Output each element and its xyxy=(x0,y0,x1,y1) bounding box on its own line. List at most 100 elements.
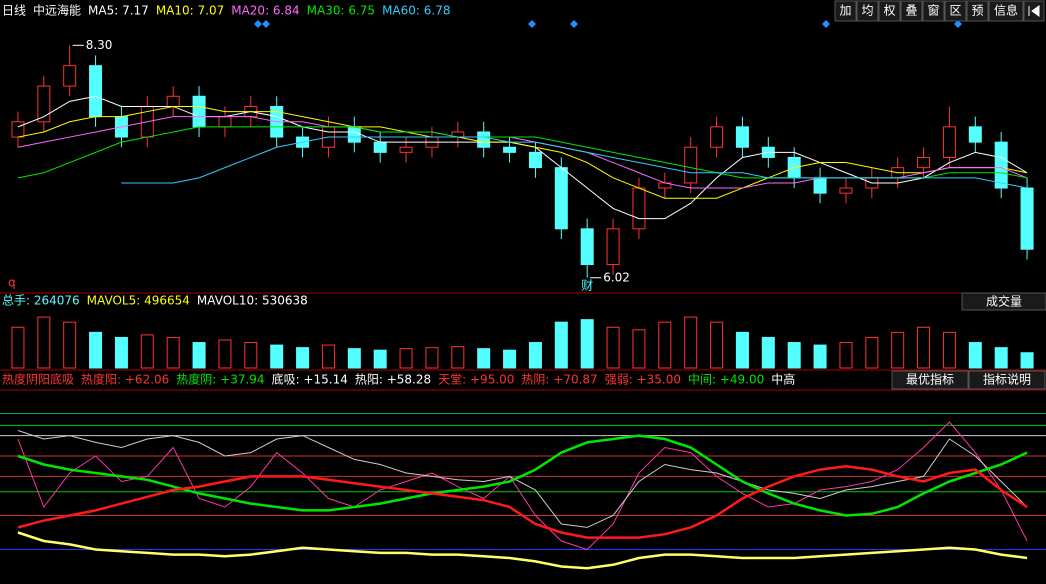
candle-body xyxy=(218,116,232,128)
volume-bar xyxy=(994,347,1008,369)
candle-body xyxy=(89,65,103,118)
toolbar-button[interactable] xyxy=(988,0,1024,22)
toolbar-label: 叠 xyxy=(905,4,917,18)
volume-bar xyxy=(503,349,517,369)
candle-body xyxy=(580,228,594,266)
volume-stat: 总手: 264076 xyxy=(2,294,80,308)
indicator-stat: 天堂: +95.00 xyxy=(438,373,514,387)
volume-bar xyxy=(270,344,284,369)
volume-bar xyxy=(735,331,749,369)
volume-button[interactable] xyxy=(961,292,1046,311)
toolbar-button[interactable] xyxy=(856,0,879,22)
ma-label: MA20: 6.84 xyxy=(231,4,299,18)
toolbar-button[interactable] xyxy=(834,0,857,22)
indicator-button[interactable] xyxy=(968,370,1046,390)
event-markers xyxy=(254,20,962,28)
indicator-stat: 强弱: +35.00 xyxy=(605,373,681,387)
volume-bar xyxy=(11,326,25,369)
stock-name: 中远海能 xyxy=(33,3,81,18)
toolbar-label: 窗 xyxy=(927,4,939,18)
volume-bar xyxy=(658,321,672,369)
toolbar-label: 权 xyxy=(883,4,895,18)
volume-bar xyxy=(218,339,232,369)
volume-bar xyxy=(865,336,879,369)
volume-bar xyxy=(477,348,491,369)
volume-bar xyxy=(296,347,310,369)
period: 日线 xyxy=(2,4,26,18)
candle-body xyxy=(606,228,620,266)
candle-body xyxy=(735,126,749,148)
toolbar-label: 区 xyxy=(949,4,961,18)
volume-bar xyxy=(321,344,335,369)
volume-bar xyxy=(917,326,931,369)
indicator-stat: 中高 xyxy=(771,372,795,387)
indicator-line xyxy=(17,434,1028,517)
indicator-line xyxy=(17,430,1028,528)
candle-body xyxy=(373,141,387,153)
finance-marker: 财 xyxy=(581,278,593,292)
indicator-stat: 热阴: +70.87 xyxy=(521,373,597,387)
volume-bar xyxy=(451,346,465,369)
toolbar-label: 均 xyxy=(861,4,873,18)
volume-bar xyxy=(528,342,542,369)
volume-bar xyxy=(347,348,361,369)
candle-body xyxy=(684,146,698,184)
volume-bar xyxy=(813,344,827,369)
corner-label: q xyxy=(8,276,16,290)
volume-bar xyxy=(942,331,956,369)
toolbar-label: 加 xyxy=(839,4,851,18)
volume-bar xyxy=(399,348,413,369)
indicator-line xyxy=(121,136,1028,189)
volume-bar xyxy=(968,342,982,369)
candle-body xyxy=(554,167,568,230)
candle-body xyxy=(503,146,517,153)
volume-bar xyxy=(192,342,206,369)
annotation: 6.02 xyxy=(603,270,630,284)
toolbar-button[interactable] xyxy=(878,0,901,22)
candle-body xyxy=(63,65,77,87)
volume-bar xyxy=(580,319,594,369)
candle-body xyxy=(632,187,646,230)
indicator-line xyxy=(17,421,1028,551)
volume-bar xyxy=(140,334,154,369)
volume-bar xyxy=(373,349,387,369)
candle-body xyxy=(347,126,361,143)
volume-bar xyxy=(684,316,698,369)
volume-stat: MAVOL10: 530638 xyxy=(197,294,308,308)
volume-bar xyxy=(425,347,439,369)
candle-body xyxy=(942,126,956,158)
indicator-line xyxy=(17,105,1028,199)
volume-bar xyxy=(554,321,568,369)
volume-bar xyxy=(1020,352,1034,369)
volume-bar xyxy=(63,321,77,369)
volume-bar xyxy=(632,329,646,369)
indicator-stat: 热阳: +58.28 xyxy=(355,373,431,387)
indicator-line xyxy=(17,464,1028,539)
volume-bar xyxy=(37,316,51,369)
volume-bar xyxy=(606,326,620,369)
indicator-line xyxy=(17,531,1028,570)
toolbar-button[interactable] xyxy=(900,0,923,22)
toolbar-button[interactable] xyxy=(922,0,945,22)
candle-body xyxy=(528,151,542,169)
indicator-stat: 中间: +49.00 xyxy=(688,372,764,387)
toolbar-button[interactable] xyxy=(944,0,967,22)
ma-label: MA30: 6.75 xyxy=(307,4,375,18)
volume-bar xyxy=(166,336,180,369)
indicator-stat: 热度阴: +37.94 xyxy=(176,372,264,387)
volume-bar xyxy=(761,336,775,369)
toolbar-button[interactable] xyxy=(966,0,989,22)
candle-body xyxy=(710,126,724,148)
indicator-button[interactable] xyxy=(891,370,969,390)
ma-label: MA5: 7.17 xyxy=(88,4,149,18)
ma-label: MA10: 7.07 xyxy=(156,4,224,18)
exit-icon xyxy=(1028,5,1040,17)
candle-body xyxy=(477,131,491,148)
volume-bar xyxy=(839,342,853,369)
ma-label: MA60: 6.78 xyxy=(382,4,450,18)
candle-body xyxy=(994,141,1008,189)
indicator-button-label: 最优指标 xyxy=(906,372,954,387)
candle-body xyxy=(11,121,25,138)
candle-body xyxy=(166,95,180,107)
candle-body xyxy=(1020,187,1034,250)
